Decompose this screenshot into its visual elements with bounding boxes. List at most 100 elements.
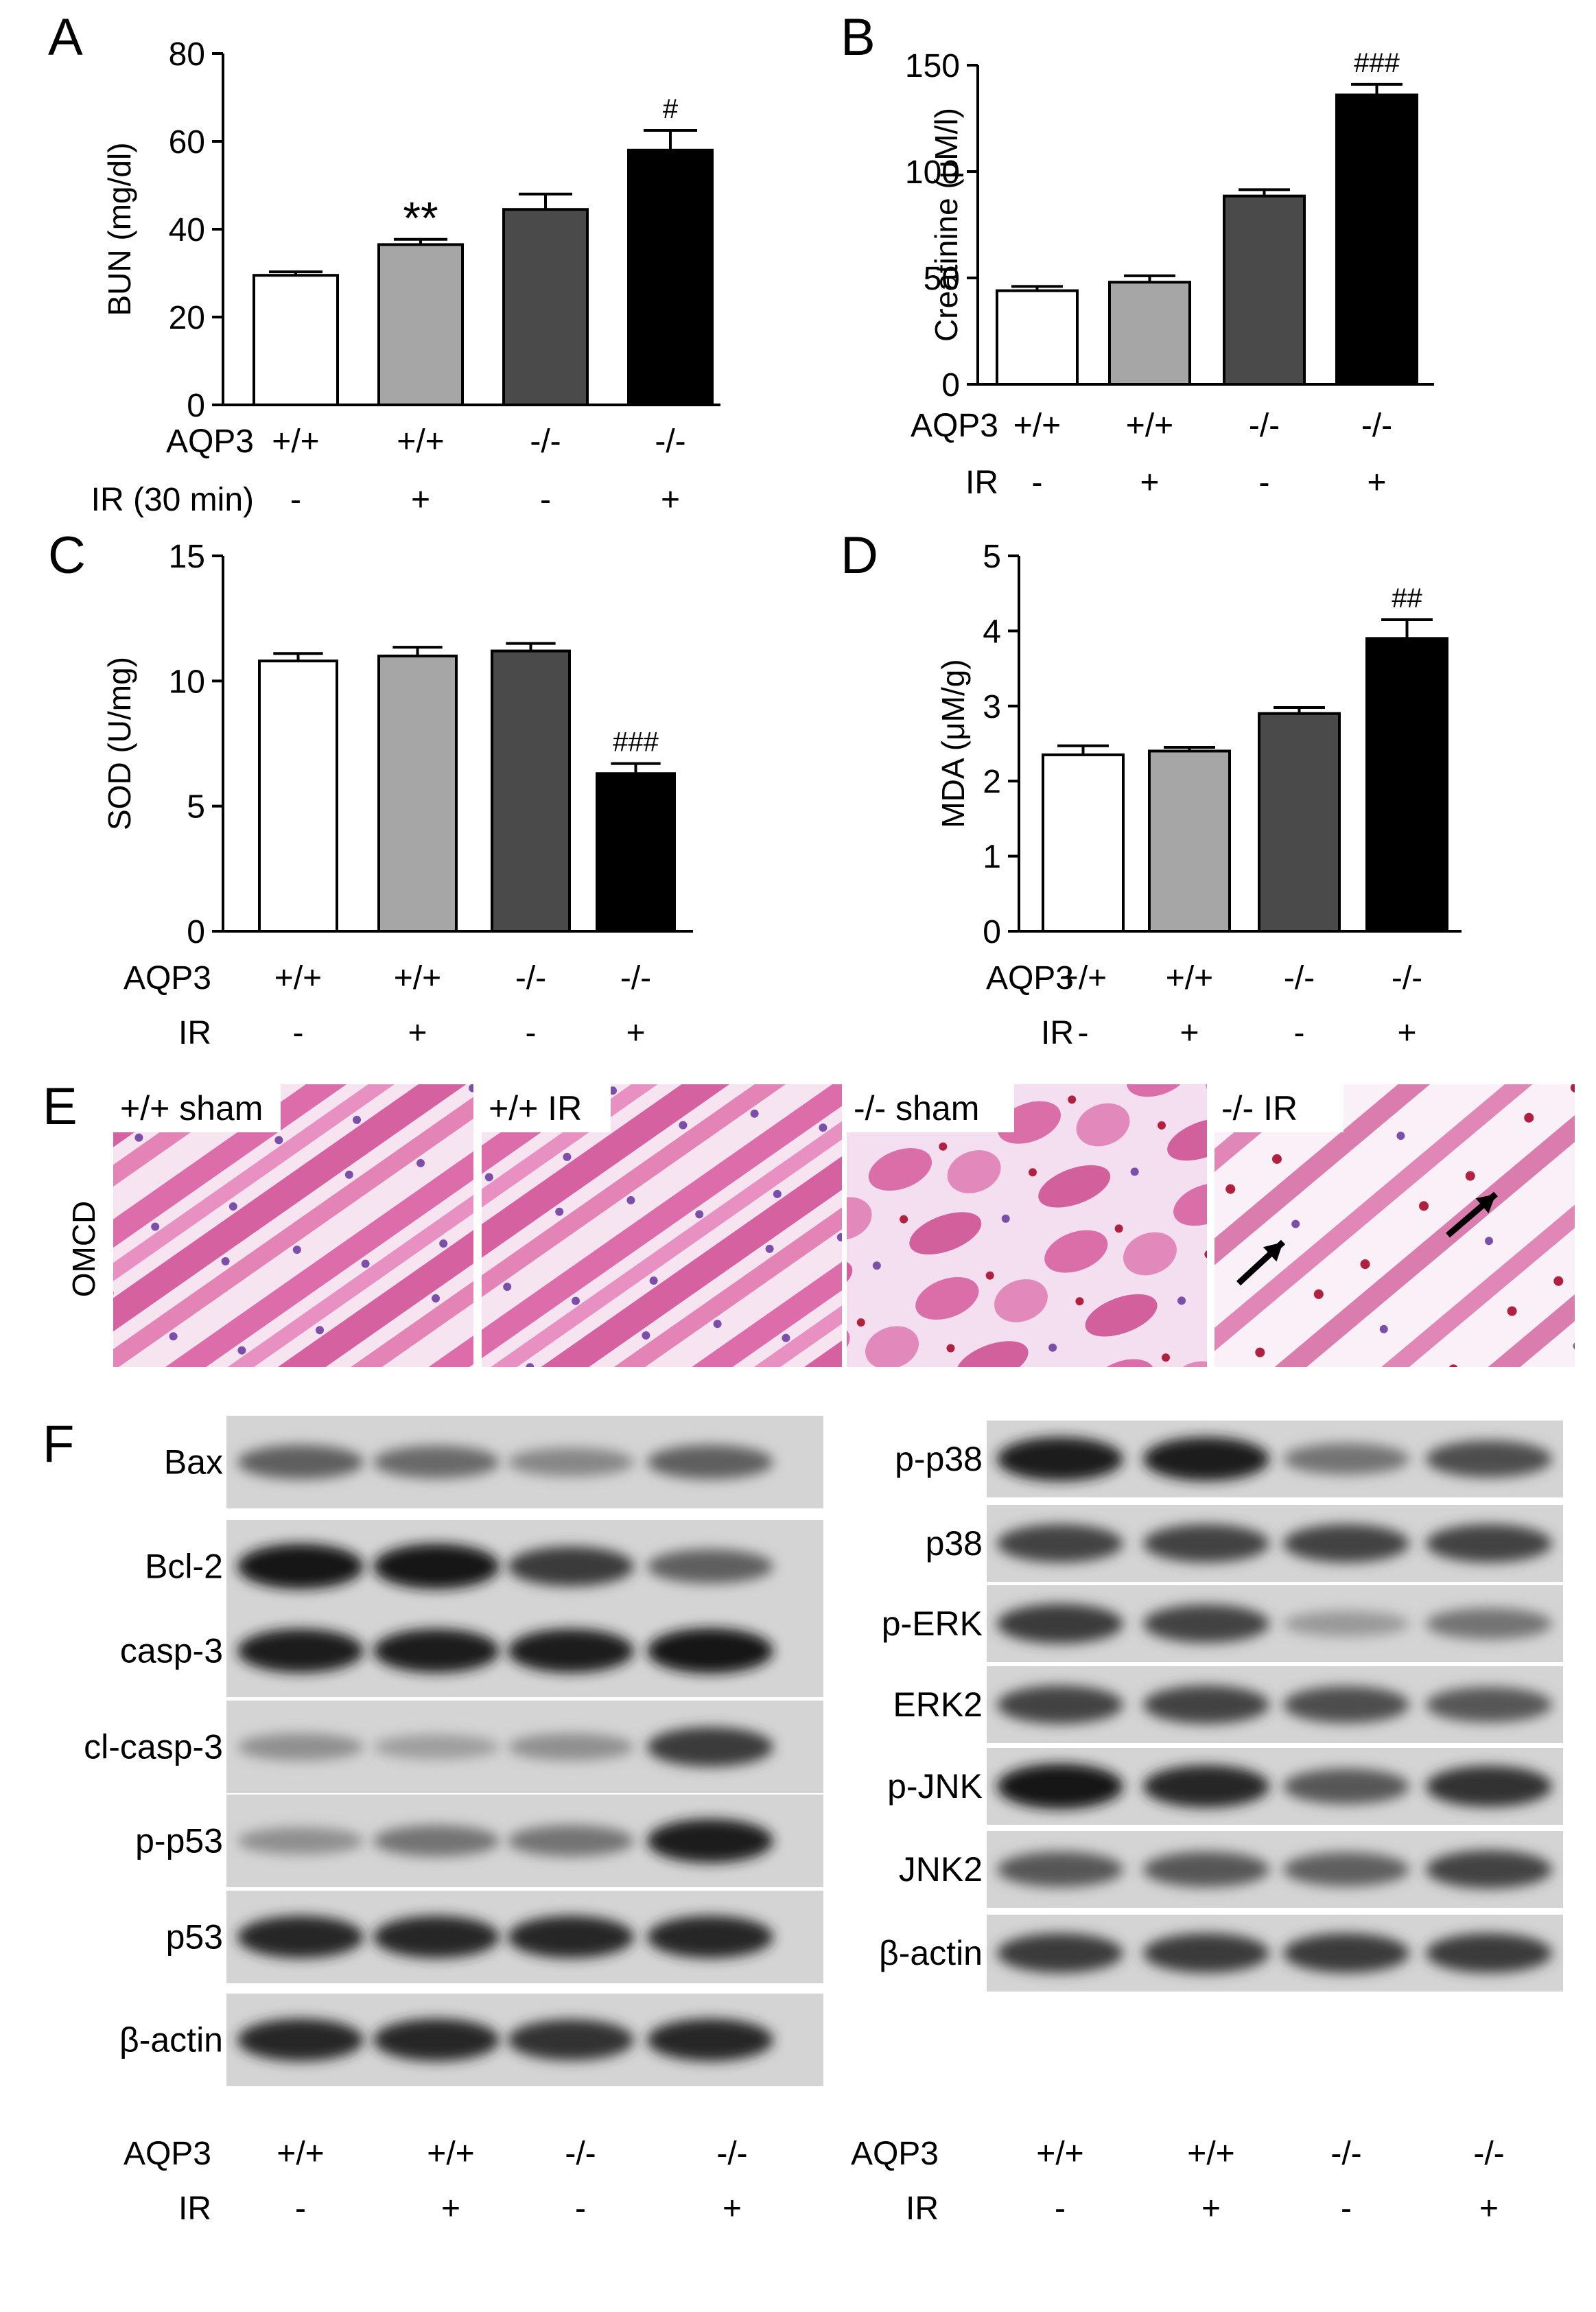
right-blot-3-band-3 (1426, 1687, 1552, 1723)
left-blot-label-0: Bax (164, 1443, 223, 1482)
chart-0-y-tick-label-1: 20 (169, 300, 205, 336)
chart-1-annotation-3: ### (1354, 48, 1400, 78)
panel-d-letter: D (841, 526, 878, 585)
right-blot-5-band-2 (1283, 1852, 1409, 1887)
right-blot-2-band-0 (997, 1604, 1123, 1644)
right-blot-5-band-3 (1426, 1850, 1552, 1889)
chart-0-row-0-value-0: +/+ (272, 423, 319, 460)
chart-2-y-tick-label-2: 10 (169, 664, 205, 700)
chart-1-y-tick-label-3: 150 (905, 48, 960, 84)
chart-0-y-axis-title: BUN (mg/dl) (102, 142, 137, 316)
chart-1-row-0-value-1: +/+ (1126, 408, 1173, 444)
chart-2-y-tick-label-1: 5 (187, 789, 205, 826)
chart-3-bar-3 (1365, 637, 1448, 933)
blot-right-row-1-value-0: - (1055, 2191, 1066, 2227)
chart-2-row-1-value-1: + (408, 1015, 427, 1051)
chart-2-row-1-value-2: - (526, 1015, 537, 1051)
left-blot-2-band-3 (647, 1628, 773, 1674)
chart-1-bar-1 (1108, 281, 1191, 386)
chart-3-row-label-1: IR (1041, 1015, 1074, 1051)
chart-2-row-0-value-3: -/- (620, 960, 651, 996)
chart-0-row-0-value-1: +/+ (397, 423, 444, 460)
chart-2-bar-0 (258, 659, 338, 933)
chart-1-bar-0 (996, 289, 1079, 386)
chart-1-row-0-value-2: -/- (1249, 408, 1280, 444)
right-blot-1-band-1 (1143, 1524, 1269, 1563)
right-blot-6-band-2 (1283, 1933, 1409, 1973)
right-blot-label-2: p-ERK (882, 1604, 983, 1643)
left-blot-3-band-1 (373, 1734, 500, 1760)
right-blot-1-band-2 (1283, 1524, 1409, 1563)
chart-1-row-1-value-1: + (1140, 465, 1159, 501)
chart-0-row-1-value-3: + (661, 482, 680, 518)
chart-3-row-0-value-3: -/- (1392, 960, 1422, 996)
blot-right-row-0-value-0: +/+ (1036, 2136, 1083, 2172)
chart-2-row-1-value-3: + (626, 1015, 645, 1051)
chart-1-y-tick-label-2: 100 (905, 154, 960, 191)
chart-2-row-0-value-0: +/+ (274, 960, 322, 996)
right-blot-1-band-3 (1426, 1524, 1552, 1563)
chart-0-row-label-0: AQP3 (166, 423, 254, 460)
blot-left-row-1-value-3: + (723, 2191, 742, 2227)
left-blot-5-band-2 (508, 1915, 634, 1959)
histology-label-2: -/- sham (854, 1089, 979, 1128)
left-blot-4-band-3 (647, 1819, 773, 1863)
chart-2-row-label-1: IR (178, 1015, 211, 1051)
right-blot-2-band-2 (1283, 1611, 1409, 1637)
left-blot-3-band-0 (237, 1733, 364, 1761)
chart-0-y-tick-label-2: 40 (169, 212, 205, 248)
blot-left-row-0-value-3: -/- (716, 2136, 747, 2172)
blot-left-row-1-value-0: - (295, 2191, 306, 2227)
left-blot-4-band-0 (237, 1827, 364, 1855)
right-blot-label-1: p38 (926, 1524, 983, 1563)
chart-3-y-tick-label-0: 0 (983, 914, 1001, 950)
chart-2-y-tick-label-3: 15 (169, 539, 205, 575)
left-blot-label-1: Bcl-2 (145, 1548, 223, 1586)
left-blot-6-band-3 (647, 2018, 773, 2062)
blot-left-row-0-value-0: +/+ (277, 2136, 324, 2172)
chart-3-y-tick-label-1: 1 (983, 839, 1001, 876)
chart-0-row-0-value-3: -/- (655, 423, 685, 460)
right-blot-label-0: p-p38 (895, 1440, 983, 1478)
left-blot-0-band-0 (237, 1445, 364, 1480)
right-blot-label-5: JNK2 (899, 1850, 983, 1889)
left-blot-2-band-0 (237, 1628, 364, 1673)
histology-label-bg-2 (847, 1084, 1014, 1132)
left-blot-label-6: β-actin (119, 2021, 223, 2059)
left-blot-1-band-3 (647, 1549, 773, 1584)
chart-2-y-tick-label-0: 0 (187, 914, 205, 950)
left-blot-1-band-0 (237, 1543, 364, 1589)
chart-3-bar-0 (1042, 753, 1125, 933)
right-blot-2-band-1 (1143, 1604, 1269, 1643)
right-blot-3-band-2 (1283, 1686, 1409, 1723)
right-blot-3-band-0 (997, 1685, 1123, 1724)
blot-right-row-0-value-1: +/+ (1187, 2136, 1234, 2172)
left-blot-5-band-0 (237, 1915, 364, 1959)
chart-2-bar-3 (596, 772, 676, 933)
left-blot-label-3: cl-casp-3 (84, 1728, 223, 1766)
chart-1-y-tick-label-1: 50 (924, 261, 960, 297)
histology-arrowhead-1 (1475, 1194, 1496, 1214)
left-blot-label-4: p-p53 (135, 1822, 223, 1860)
chart-0-annotation-1: ** (403, 193, 438, 244)
blot-left-row-label-0: AQP3 (124, 2136, 211, 2172)
right-blot-5-band-1 (1143, 1852, 1269, 1887)
blot-left-row-0-value-1: +/+ (427, 2136, 474, 2172)
chart-3-y-axis-title: MDA (μM/g) (935, 659, 971, 828)
chart-1-row-0-value-0: +/+ (1013, 408, 1061, 444)
chart-2-y-axis-title: SOD (U/mg) (102, 657, 137, 830)
chart-0-row-1-value-0: - (290, 482, 301, 518)
left-blot-3-band-3 (647, 1727, 773, 1767)
chart-1-y-tick-label-0: 0 (941, 367, 960, 404)
panel-f-letter: F (43, 1415, 74, 1473)
chart-1-row-1-value-2: - (1259, 465, 1270, 501)
chart-3-bar-2 (1258, 712, 1341, 933)
left-blot-4-band-1 (373, 1825, 500, 1857)
left-blot-5-band-3 (647, 1915, 773, 1959)
right-blot-4-band-0 (997, 1764, 1123, 1809)
chart-0-bar-3 (627, 148, 714, 407)
blot-right-row-label-1: IR (906, 2191, 939, 2227)
chart-0-y-tick-label-4: 80 (169, 36, 205, 73)
